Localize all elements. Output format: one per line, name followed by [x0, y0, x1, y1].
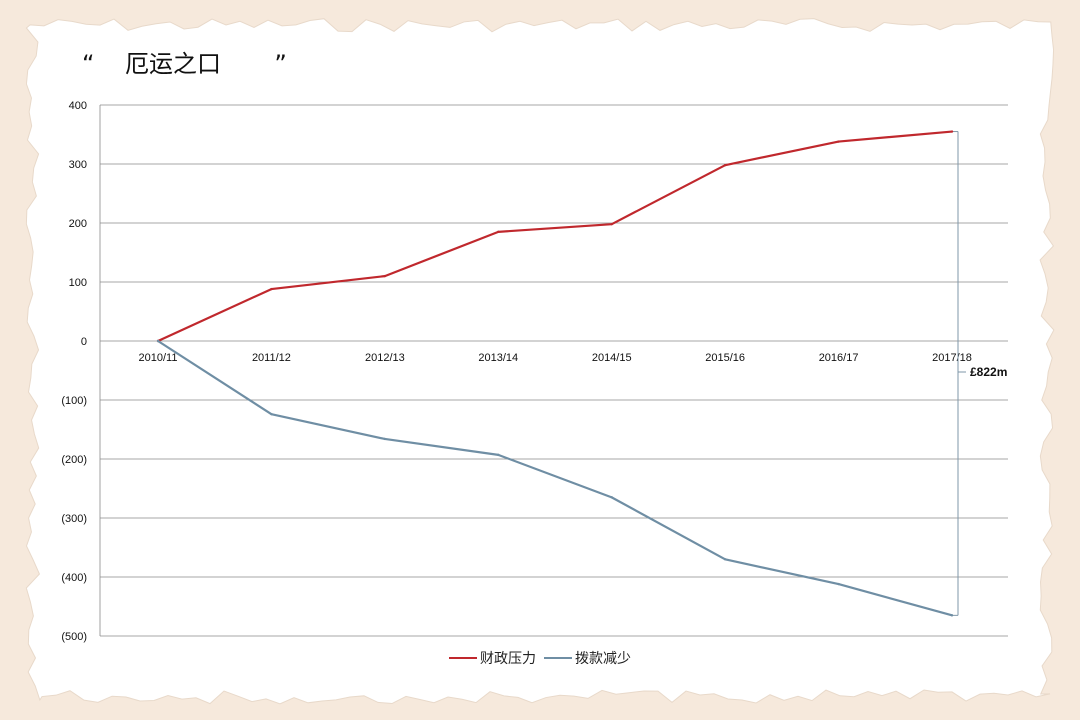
- x-tick-label: 2017/18: [932, 352, 972, 364]
- series-line-1: [157, 130, 953, 343]
- y-tick-label: 400: [69, 100, 87, 112]
- legend-item-1: 财政压力: [449, 648, 536, 668]
- series-2-point: [950, 614, 954, 617]
- series-2-point: [156, 339, 160, 343]
- y-tick-label: (400): [61, 572, 87, 584]
- series-2-point: [383, 437, 387, 441]
- series-1-point: [837, 140, 840, 143]
- series-2-point: [723, 558, 727, 561]
- legend-label: 拨款减少: [575, 651, 631, 667]
- series-2-point: [610, 496, 613, 499]
- legend-label: 财政压力: [480, 651, 536, 667]
- series-2-point: [497, 453, 500, 457]
- difference-annotation: £822m: [970, 365, 1007, 379]
- x-tick-label: 2010/11: [139, 352, 178, 364]
- series-line-2: [157, 340, 953, 617]
- y-tick-label: (500): [61, 631, 87, 643]
- x-tick-label: 2015/16: [705, 352, 745, 364]
- series-2-point: [837, 582, 840, 586]
- series-1-point: [723, 163, 727, 167]
- x-tick-label: 2012/13: [365, 352, 405, 364]
- x-tick-label: 2011/12: [252, 352, 291, 364]
- y-tick-label: (300): [61, 513, 87, 525]
- series-1-point: [610, 222, 613, 226]
- x-tick-label: 2013/14: [478, 352, 518, 364]
- series-1-point: [270, 287, 273, 291]
- series-1-point: [950, 130, 954, 133]
- y-tick-label: 0: [81, 336, 87, 348]
- chart-legend: 财政压力 拨款减少: [0, 648, 1080, 668]
- series-1-point: [497, 230, 500, 234]
- y-tick-label: 200: [69, 218, 87, 230]
- legend-item-2: 拨款减少: [544, 648, 631, 668]
- y-tick-label: 100: [69, 277, 87, 289]
- x-tick-label: 2016/17: [819, 352, 859, 364]
- legend-swatch: [449, 657, 477, 659]
- chart-title: “ 厄运之口 ”: [82, 50, 287, 78]
- legend-swatch: [544, 657, 572, 659]
- y-tick-label: (200): [61, 454, 87, 466]
- y-tick-label: 300: [69, 159, 87, 171]
- series-1-point: [383, 274, 387, 278]
- series-2-point: [270, 412, 273, 416]
- y-tick-label: (100): [61, 395, 87, 407]
- x-tick-label: 2014/15: [592, 352, 632, 364]
